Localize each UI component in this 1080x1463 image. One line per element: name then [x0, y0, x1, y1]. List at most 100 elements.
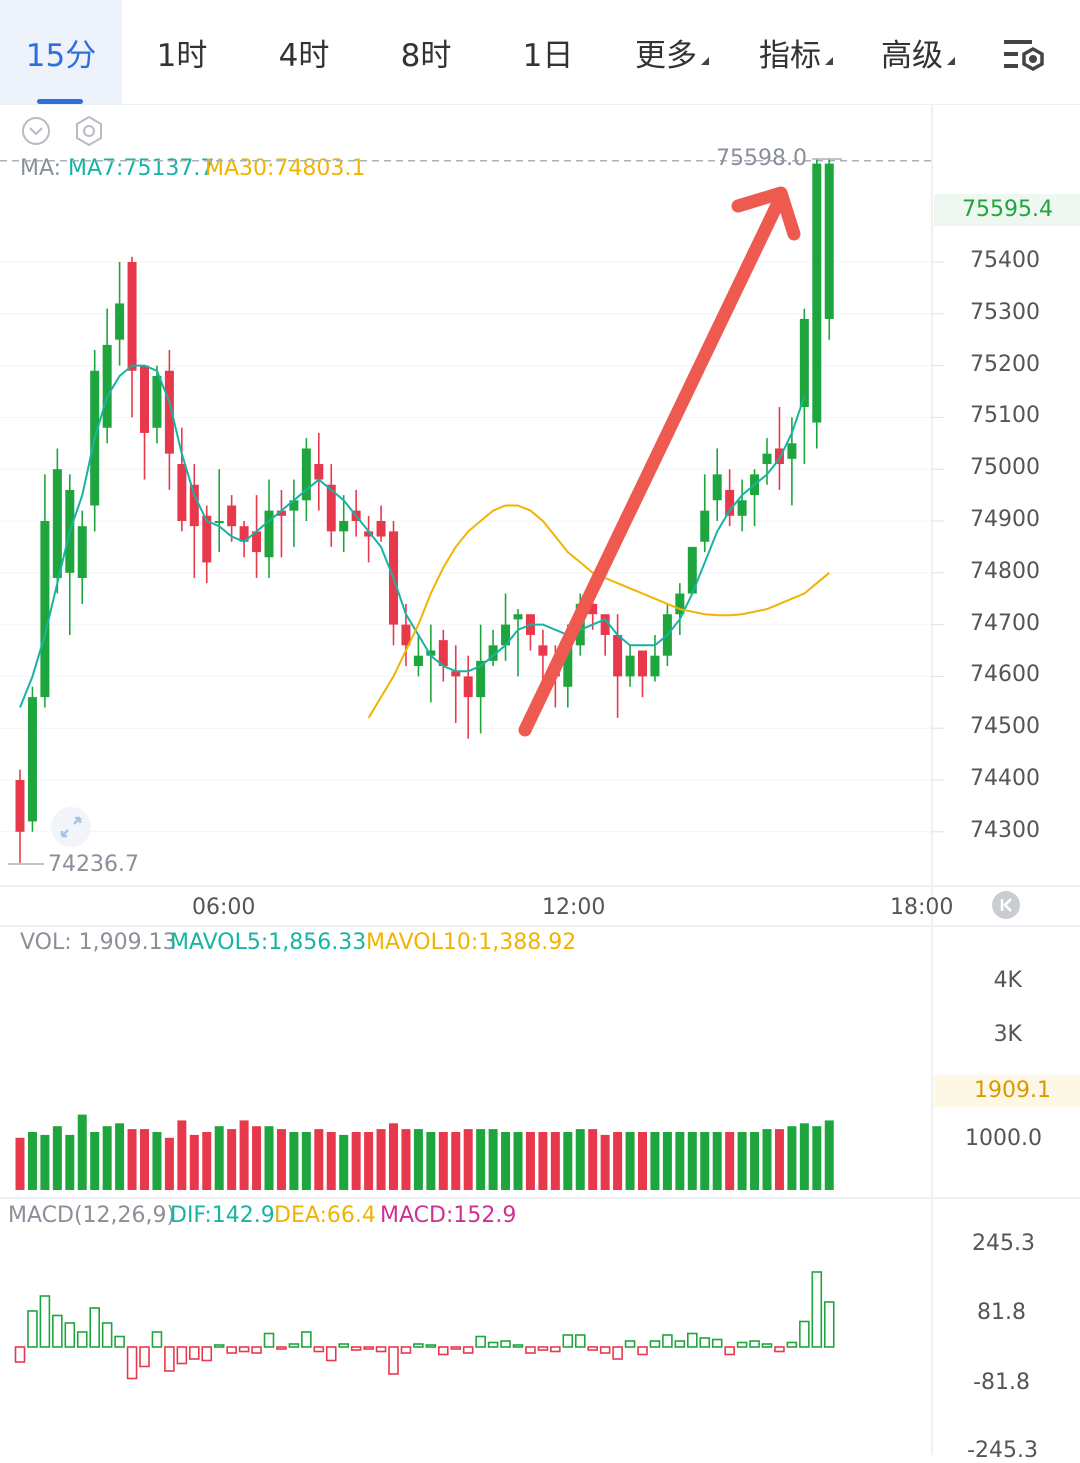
last-price-tag: 75595.4	[934, 194, 1080, 226]
macd-legend: MACD(12,26,9)	[8, 1203, 176, 1228]
volume-legend: VOL: 1,909.13	[20, 930, 177, 955]
volume-bar	[426, 1132, 436, 1190]
candle-body	[140, 365, 149, 433]
tab-15min[interactable]: 15分	[0, 0, 122, 104]
candle-body	[799, 318, 809, 408]
candle-body	[202, 515, 212, 563]
dropdown-caret-icon	[825, 57, 833, 65]
tab-label: 更多	[635, 37, 697, 74]
candle-body	[575, 603, 585, 646]
tab-4h[interactable]: 4时	[244, 0, 364, 104]
time-tick: 12:00	[542, 895, 606, 920]
volume-bar	[463, 1129, 473, 1190]
macd-bar	[126, 1346, 138, 1380]
volume-bar	[376, 1129, 386, 1190]
candle-body	[301, 448, 311, 501]
candle-body	[351, 510, 361, 521]
candle-body	[812, 163, 822, 423]
candle-body	[613, 634, 623, 677]
volume-bar	[812, 1126, 822, 1190]
volume-bar	[40, 1134, 50, 1190]
tab-1h[interactable]: 1时	[122, 0, 242, 104]
candle-body	[463, 676, 473, 698]
tab-8h[interactable]: 8时	[366, 0, 486, 104]
candle-body	[227, 505, 237, 527]
jump-to-latest-icon[interactable]	[991, 890, 1021, 924]
tab-1d[interactable]: 1日	[488, 0, 608, 104]
candle-body	[127, 262, 137, 371]
candle-body	[177, 464, 187, 521]
macd-bar	[201, 1346, 213, 1362]
candle-body	[339, 521, 349, 532]
volume-bar	[252, 1126, 262, 1190]
time-tick: 06:00	[192, 895, 256, 920]
volume-bar	[77, 1114, 87, 1190]
candle-body	[364, 531, 374, 537]
volume-bar	[401, 1129, 411, 1190]
macd-bar	[363, 1346, 374, 1350]
macd-bar	[375, 1346, 387, 1353]
candle-body	[426, 650, 436, 656]
candle-body	[90, 370, 100, 506]
price-axis-label: 75400	[970, 248, 1040, 273]
tab-label: 指标	[759, 37, 821, 74]
volume-bar	[513, 1132, 523, 1190]
candle-body	[15, 780, 25, 832]
expand-arrows-icon[interactable]	[50, 806, 92, 852]
candle-body	[588, 603, 598, 615]
tab-label: 4时	[278, 37, 330, 74]
volume-bar	[52, 1126, 62, 1190]
macd-bar	[189, 1346, 200, 1360]
chevron-down-circle-icon[interactable]	[20, 115, 52, 151]
tab-label: 1日	[522, 37, 574, 74]
volume-bar	[189, 1134, 199, 1190]
macd-bar	[749, 1340, 760, 1348]
dropdown-caret-icon	[947, 57, 955, 65]
annotation-arrow-shaft	[518, 196, 785, 737]
tab-indicators[interactable]: 指标	[736, 0, 856, 104]
macd-bar	[662, 1334, 673, 1348]
candle-body	[488, 645, 498, 661]
volume-bar	[65, 1134, 75, 1190]
hexagon-gear-icon[interactable]	[72, 114, 106, 152]
macd-bar	[350, 1346, 362, 1351]
volume-bar	[501, 1132, 511, 1190]
volume-bar	[102, 1126, 112, 1190]
ma30-line	[367, 504, 830, 719]
tab-advanced[interactable]: 高级	[858, 0, 978, 104]
volume-bar	[115, 1123, 125, 1190]
volume-current-tag: 1909.1	[934, 1075, 1080, 1107]
tab-more[interactable]: 更多	[612, 0, 732, 104]
macd-bar	[699, 1337, 711, 1348]
candle-body	[326, 484, 336, 532]
volume-bar	[152, 1132, 162, 1190]
macd-bar	[612, 1346, 623, 1360]
volume-bar	[264, 1126, 274, 1190]
macd-bar	[587, 1346, 599, 1351]
candle-body	[638, 650, 647, 677]
candle-body	[501, 624, 511, 646]
high-price-label: 75598.0	[716, 146, 807, 171]
macd-bar	[76, 1331, 88, 1348]
macd-bar	[450, 1346, 462, 1350]
volume-bar	[476, 1129, 486, 1190]
candle-body	[264, 510, 274, 558]
macd-axis-label: 245.3	[972, 1231, 1035, 1256]
dropdown-caret-icon	[701, 57, 709, 65]
volume-bar	[27, 1132, 37, 1190]
tab-label: 高级	[881, 37, 943, 74]
macd-bar	[475, 1335, 486, 1348]
volume-bar	[625, 1132, 635, 1190]
macd-bar	[14, 1346, 26, 1363]
candle-body	[52, 469, 62, 578]
macd-bar	[761, 1343, 773, 1348]
volume-bar	[239, 1120, 249, 1190]
volume-bar	[538, 1132, 548, 1190]
candle-body	[314, 464, 324, 480]
chart-settings-icon[interactable]	[1000, 34, 1052, 78]
candle-body	[164, 370, 174, 454]
candle-body	[625, 655, 635, 677]
macd-bar	[238, 1346, 250, 1353]
macd-bar	[562, 1334, 574, 1348]
